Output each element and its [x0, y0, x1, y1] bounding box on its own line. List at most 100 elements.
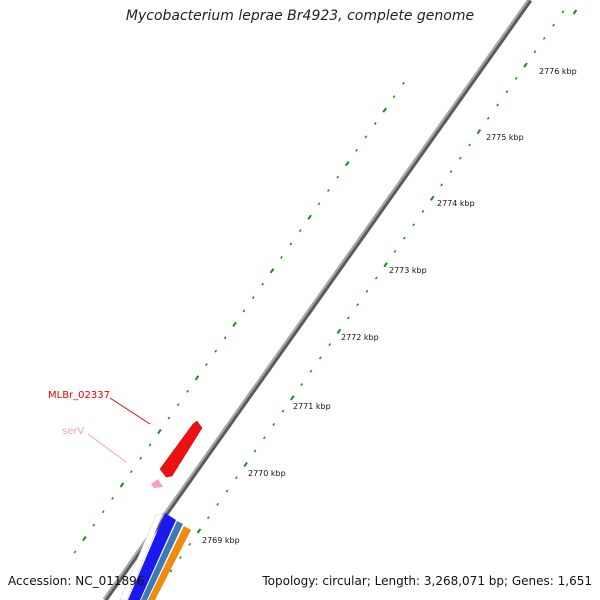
minor-tick — [421, 210, 425, 213]
gene-strip-white — [119, 512, 164, 600]
minor-tick — [346, 316, 350, 320]
outer-tick — [307, 214, 312, 220]
outer-tick — [261, 282, 265, 286]
minor-tick — [542, 36, 546, 40]
major-tick — [290, 395, 295, 401]
map-title: Mycobacterium leprae Br4923, complete ge… — [125, 8, 475, 24]
minor-tick — [169, 569, 173, 573]
minor-tick — [253, 449, 257, 453]
outer-tick — [280, 255, 283, 259]
minor-tick — [552, 23, 555, 27]
minor-tick — [402, 236, 406, 240]
minor-tick — [412, 223, 415, 227]
genome-backbone-shadow — [102, 0, 533, 600]
outer-tick — [373, 122, 377, 125]
minor-tick — [262, 436, 266, 440]
outer-tick — [73, 550, 77, 554]
outer-tick — [157, 428, 162, 435]
minor-tick — [356, 303, 359, 307]
outer-tick — [251, 296, 255, 300]
gene-arrow-serv[interactable] — [151, 479, 163, 488]
minor-tick — [458, 156, 462, 160]
label-leader-mlbr02337 — [109, 397, 151, 425]
minor-tick — [449, 170, 453, 174]
major-tick — [429, 195, 435, 201]
gene-strip-orange[interactable] — [148, 526, 191, 600]
outer-tick — [194, 375, 200, 381]
minor-tick — [533, 50, 537, 54]
minor-tick — [206, 516, 210, 520]
minor-tick — [272, 423, 275, 426]
tick-label: 2771 kbp — [293, 402, 331, 411]
tick-label: 2769 kbp — [202, 536, 240, 545]
outer-tick-track — [73, 81, 405, 554]
minor-tick — [318, 356, 322, 360]
outer-tick — [232, 321, 237, 327]
major-tick — [196, 528, 202, 534]
outer-tick — [223, 336, 227, 340]
outer-tick — [129, 470, 133, 474]
outer-tick — [111, 496, 114, 500]
minor-tick — [505, 90, 509, 94]
gene-arrow-mlbr02337[interactable] — [159, 420, 203, 478]
minor-tick — [374, 276, 378, 280]
minor-tick — [281, 409, 285, 413]
minor-tick — [179, 556, 182, 560]
outer-tick — [355, 148, 358, 152]
gene-strip-lightblue[interactable] — [141, 521, 183, 600]
major-tick — [336, 328, 342, 334]
gene-strip-blue[interactable] — [128, 513, 176, 600]
tick-label: 2773 kbp — [389, 266, 427, 275]
outer-tick — [176, 403, 180, 407]
tick-label: 2774 kbp — [437, 199, 475, 208]
feature-label-mlbr02337[interactable]: MLBr_02337 — [48, 390, 110, 401]
outer-tick — [139, 456, 143, 460]
outer-tick — [205, 363, 208, 366]
major-tick — [572, 9, 578, 15]
outer-tick — [402, 81, 405, 85]
outer-tick — [186, 389, 189, 393]
outer-tick — [242, 309, 246, 313]
minor-tick — [514, 76, 518, 80]
gene-strips[interactable] — [119, 512, 191, 600]
minor-tick — [216, 502, 219, 506]
minor-tick — [328, 343, 331, 347]
outer-tick — [298, 229, 302, 233]
minor-tick — [468, 143, 471, 147]
outer-tick — [336, 175, 340, 179]
minor-tick — [300, 383, 303, 387]
tick-label: 2770 kbp — [248, 469, 286, 478]
minor-tick — [225, 489, 229, 493]
minor-tick — [393, 249, 397, 253]
outer-tick — [148, 443, 152, 447]
outer-tick — [92, 523, 96, 527]
outer-tick — [119, 482, 125, 488]
outer-tick — [344, 161, 350, 167]
tick-label: 2776 kbp — [539, 67, 577, 76]
feature-label-serv[interactable]: serV — [62, 426, 84, 437]
outer-tick — [382, 107, 387, 113]
label-leader-serv — [87, 433, 127, 463]
tick-label: 2775 kbp — [486, 133, 524, 142]
tick-label-group: 2769 kbp 2770 kbp 2771 kbp 2772 kbp 2773 kbp… — [202, 67, 577, 545]
genome-backbone — [103, 0, 530, 600]
accession-label: Accession: NC_011896 — [8, 574, 145, 588]
minor-tick — [561, 10, 565, 14]
outer-tick — [392, 95, 396, 99]
minor-tick — [496, 103, 499, 107]
outer-tick — [269, 268, 275, 274]
tick-label: 2772 kbp — [341, 333, 379, 342]
major-tick — [383, 262, 388, 268]
outer-tick — [101, 510, 105, 514]
outer-tick — [317, 202, 321, 206]
minor-tick — [486, 116, 490, 120]
genome-summary: Topology: circular; Length: 3,268,071 bp… — [262, 574, 592, 588]
outer-tick — [327, 188, 330, 192]
outer-tick — [214, 349, 218, 353]
minor-tick — [188, 542, 192, 546]
minor-tick — [440, 183, 443, 187]
minor-tick — [309, 369, 313, 373]
outer-tick — [167, 416, 171, 420]
